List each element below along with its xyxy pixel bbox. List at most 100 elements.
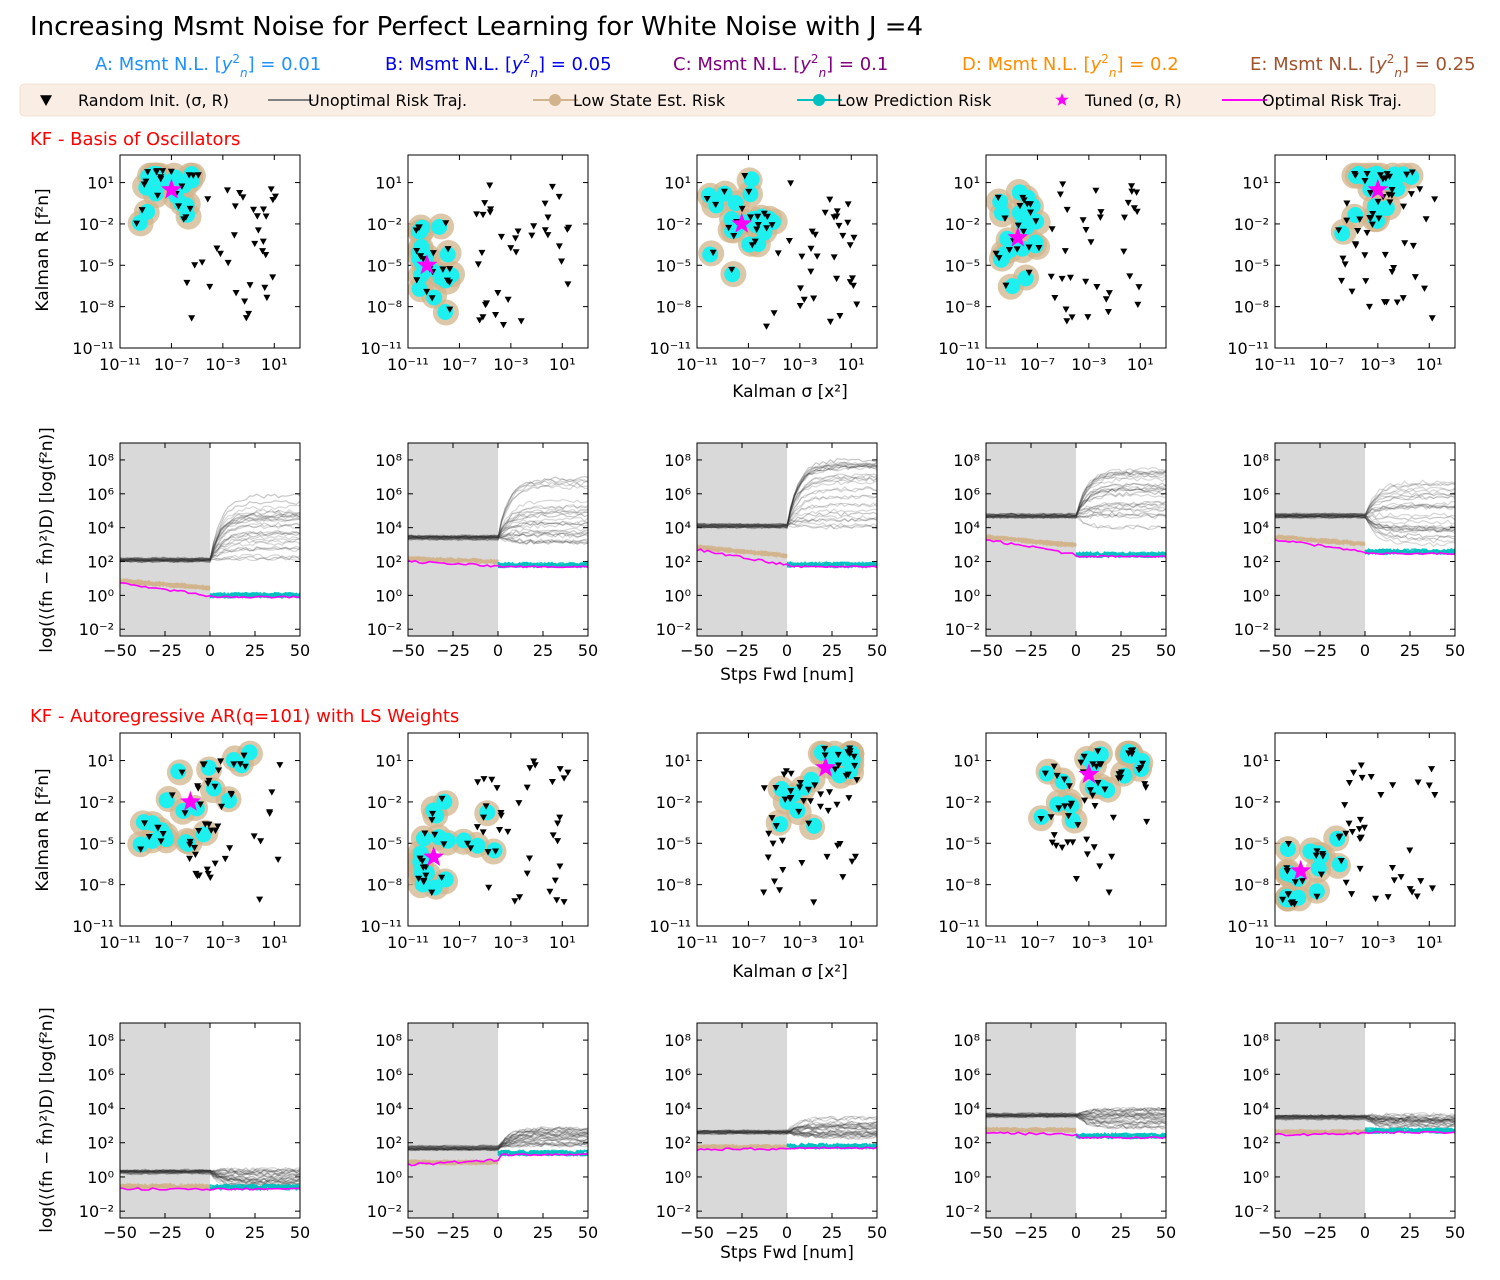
unoptimal-risk-trajectory	[697, 1125, 877, 1134]
y-tick-label: 10¹	[953, 174, 980, 193]
training-window-shade	[120, 443, 210, 636]
random-init-point	[1348, 891, 1356, 898]
random-init-point	[992, 250, 1000, 258]
low-prediction-risk-point	[702, 246, 719, 263]
random-init-point	[1358, 774, 1366, 782]
random-init-point	[772, 823, 780, 830]
unoptimal-risk-trajectory	[408, 1133, 588, 1150]
random-init-point	[1413, 893, 1421, 900]
unoptimal-risk-trajectory	[408, 532, 588, 540]
unoptimal-risk-trajectory	[1275, 1114, 1455, 1125]
y-tick-label: 10⁶	[87, 485, 114, 504]
low-state-risk-trajectory	[408, 556, 499, 564]
unoptimal-risk-trajectory	[120, 1171, 300, 1183]
column-subtitles: A: Msmt N.L. [y2n] = 0.01 B: Msmt N.L. [y…	[95, 52, 1476, 80]
random-init-point	[798, 860, 806, 867]
axes-frame	[696, 154, 878, 349]
tuned-point-star-icon	[161, 178, 182, 199]
unoptimal-risk-trajectory	[408, 535, 588, 544]
legend-box	[19, 83, 1436, 117]
random-init-point	[137, 846, 145, 853]
legend-entry-1: Unoptimal Risk Traj.	[268, 91, 467, 110]
unoptimal-risk-trajectory	[986, 1110, 1166, 1117]
unoptimal-risk-trajectory	[986, 470, 1166, 517]
random-init-point	[1089, 761, 1097, 768]
random-init-point	[760, 785, 768, 792]
unoptimal-risk-trajectory	[408, 520, 588, 541]
x-tick-label: 10¹	[261, 355, 288, 374]
random-init-point	[772, 784, 780, 792]
random-init-point	[1060, 776, 1068, 783]
random-init-point	[1124, 199, 1132, 207]
unoptimal-risk-trajectory	[408, 1137, 588, 1149]
unoptimal-risk-trajectory	[120, 537, 300, 562]
random-init-point	[1020, 228, 1028, 236]
random-init-point	[1063, 318, 1071, 325]
tuned-point-star-icon	[1078, 763, 1100, 784]
random-init-point	[1097, 761, 1105, 768]
random-init-point	[214, 823, 222, 830]
random-init-point	[1066, 274, 1074, 282]
random-init-point	[516, 894, 524, 901]
y-tick-label: 10⁶	[664, 1065, 691, 1084]
unoptimal-risk-trajectory	[986, 1115, 1166, 1122]
random-init-point	[776, 887, 784, 894]
panel-0-2: 10⁻¹¹ 10⁻⁷ 10⁻³ 10¹ 10⁻¹¹ 10⁻⁸ 10⁻⁵ 10⁻² 10¹	[649, 154, 878, 374]
low-prediction-risk-point	[158, 792, 175, 809]
random-init-point	[1425, 782, 1433, 789]
random-init-point	[267, 186, 275, 193]
unoptimal-risk-trajectory	[697, 522, 877, 530]
random-init-point	[796, 780, 804, 787]
x-tick-label: 50	[290, 1223, 310, 1242]
low-prediction-risk-point	[1279, 840, 1296, 857]
unoptimal-risk-trajectory	[986, 504, 1166, 517]
random-init-point	[1051, 294, 1059, 302]
random-init-point	[224, 259, 232, 267]
random-init-point	[479, 211, 487, 219]
x-tick-label: 50	[867, 1223, 887, 1242]
unoptimal-risk-trajectory	[697, 494, 877, 528]
random-init-point	[800, 296, 808, 304]
unoptimal-risk-trajectory	[986, 500, 1166, 516]
trajectory-lines	[408, 475, 588, 569]
y-tick-label: 10⁶	[953, 1065, 980, 1084]
low-prediction-risk-point	[437, 303, 454, 320]
traj-ylabel-0: log(⟨(fn − f̂n)²⟩D) [log(f²n)]	[36, 427, 57, 653]
unoptimal-risk-trajectory	[120, 1166, 300, 1176]
x-tick-label: 10⁻⁷	[442, 933, 477, 952]
y-tick-label: 10⁻²	[656, 215, 691, 234]
unoptimal-risk-trajectory	[986, 1113, 1166, 1122]
unoptimal-risk-trajectory	[986, 1113, 1166, 1125]
x-tick-label: −25	[725, 641, 759, 660]
random-init-point	[1087, 239, 1095, 246]
unoptimal-risk-trajectory	[1275, 494, 1455, 520]
random-init-point	[846, 751, 854, 758]
unoptimal-risk-trajectory	[1275, 1114, 1455, 1123]
random-init-point	[811, 231, 819, 239]
unoptimal-risk-trajectory	[1275, 482, 1455, 519]
random-init-point	[1025, 269, 1033, 277]
unoptimal-risk-trajectory	[1275, 512, 1455, 532]
axes-frame	[407, 154, 589, 349]
random-init-point	[1313, 893, 1321, 901]
column-subtitle-c: C: Msmt N.L. [y2n] = 0.1	[673, 52, 888, 80]
random-init-point	[807, 245, 815, 253]
y-tick-label: 10⁻⁸	[367, 298, 402, 317]
random-init-point	[1066, 803, 1074, 810]
random-init-point	[1417, 878, 1425, 885]
random-init-point	[1339, 255, 1347, 262]
y-tick-label: 10⁻²	[1234, 793, 1269, 812]
x-tick-label: 0	[1071, 641, 1081, 660]
random-init-point	[1341, 802, 1349, 809]
tuned-point-star-icon	[416, 254, 438, 275]
random-init-point	[835, 762, 843, 769]
random-init-point	[241, 763, 249, 771]
y-tick-label: 10⁻⁵	[945, 834, 980, 853]
unoptimal-risk-trajectory	[697, 1123, 877, 1134]
random-init-point	[1407, 191, 1415, 198]
random-init-point	[167, 168, 175, 176]
panel-3-1: 10⁻² 10⁰ 10² 10⁴ 10⁶ 10⁸ −50 −25 0 25 50	[367, 1022, 598, 1242]
random-init-point	[1348, 288, 1356, 295]
unoptimal-risk-trajectory	[408, 1141, 588, 1149]
legend-entry-2: Low State Est. Risk	[533, 91, 726, 110]
